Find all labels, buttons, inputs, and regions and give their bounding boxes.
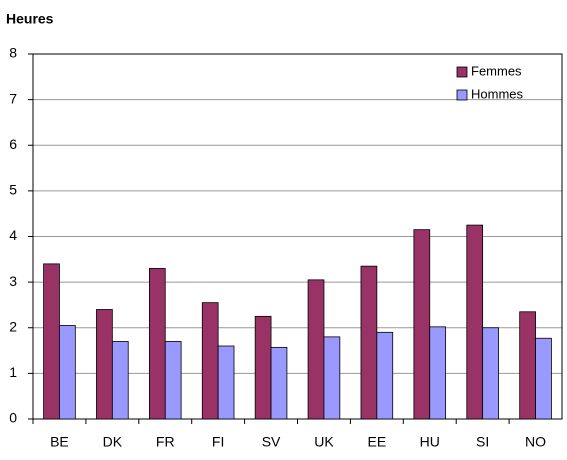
bar (307, 279, 325, 420)
bar (519, 311, 536, 420)
bar (360, 265, 378, 420)
bar (96, 309, 113, 420)
bar (482, 327, 499, 420)
bar (59, 325, 76, 420)
x-tick-label: HU (420, 434, 440, 450)
bar (148, 268, 166, 420)
bar (270, 346, 288, 420)
x-tick-label: FI (212, 434, 224, 450)
bar (111, 341, 129, 420)
x-tick-label: SV (262, 434, 281, 450)
bar (164, 341, 182, 420)
legend-label: Femmes (471, 63, 522, 78)
bar (217, 345, 235, 420)
x-tick-label: FR (156, 434, 175, 450)
x-tick-label: DK (103, 434, 123, 450)
x-tick-label: NO (525, 434, 546, 450)
bar (43, 263, 60, 420)
y-tick-label: 0 (9, 410, 17, 426)
bar (535, 337, 552, 420)
y-tick-label: 7 (9, 90, 17, 106)
bar (201, 302, 219, 420)
legend-label: Hommes (471, 86, 524, 101)
x-tick-label: UK (314, 434, 334, 450)
bar (466, 224, 484, 420)
bar (413, 229, 431, 420)
bar (254, 315, 272, 420)
x-tick-label: SI (476, 434, 489, 450)
y-tick-label: 1 (9, 364, 17, 380)
y-tick-label: 5 (9, 182, 17, 198)
x-tick-label: BE (50, 434, 69, 450)
bar (323, 336, 341, 420)
chart-title: Heures (6, 11, 54, 27)
y-tick-label: 3 (9, 273, 17, 289)
x-tick-label: EE (368, 434, 387, 450)
legend-swatch (456, 66, 468, 78)
y-tick-label: 8 (9, 45, 17, 61)
legend-swatch (456, 89, 468, 101)
y-tick-label: 2 (9, 318, 17, 334)
bar (376, 331, 394, 420)
bar (429, 326, 447, 420)
y-tick-label: 6 (9, 136, 17, 152)
y-tick-label: 4 (9, 227, 17, 243)
